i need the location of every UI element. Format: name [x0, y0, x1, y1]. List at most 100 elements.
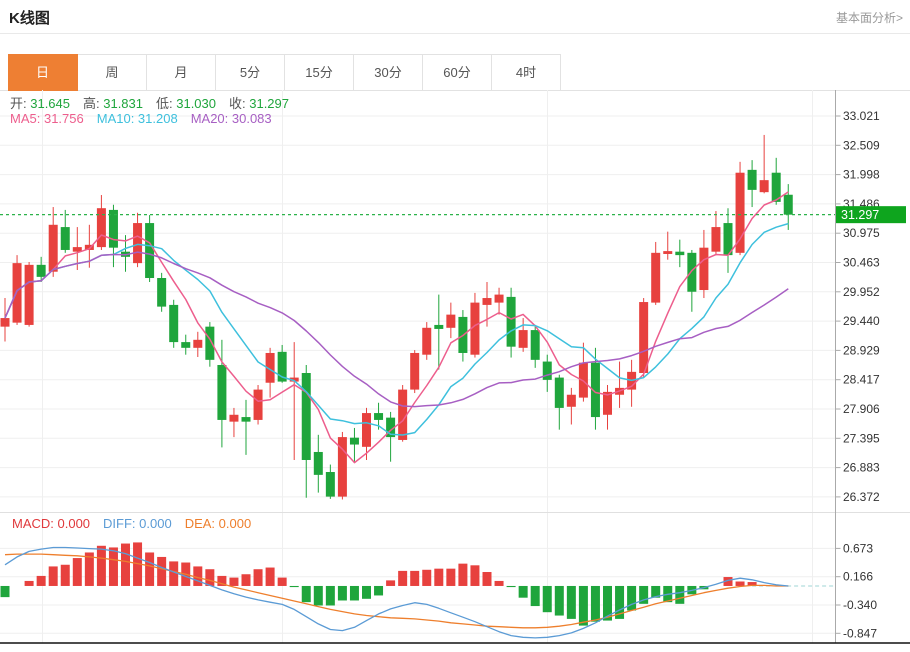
macd-bar [458, 563, 468, 586]
candle-body [410, 352, 420, 390]
candle-body [265, 352, 275, 383]
macd-item-1: DIFF: 0.000 [103, 516, 172, 531]
ohlc-item-1: 高: 31.831 [83, 96, 143, 111]
kline-chart[interactable]: 33.02132.50931.99831.48630.97530.46329.9… [0, 90, 910, 652]
candle-body [675, 251, 685, 256]
candle-body [699, 247, 709, 291]
candle-body [759, 180, 769, 193]
candle-body [494, 294, 504, 303]
macd-bar [410, 570, 420, 586]
tab-timeframe-6[interactable]: 60分 [423, 55, 492, 90]
timeframe-tabbar: 日周月 5分 15分 30分 60分 4时 [0, 54, 910, 91]
macd-bar [603, 585, 612, 621]
macd-bar [349, 585, 359, 601]
ma5-line [4, 191, 789, 464]
candle-body [241, 417, 251, 422]
macd-bar [157, 556, 167, 586]
ma10-line [4, 222, 789, 436]
page-title: K线图 [9, 10, 50, 27]
macd-bar [289, 585, 299, 588]
macd-bar [735, 581, 745, 586]
macd-bar [121, 543, 130, 586]
macd-bar [0, 585, 10, 598]
tab-timeframe-1[interactable]: 周 [78, 55, 147, 90]
candle-body [506, 296, 516, 347]
tab-timeframe-5[interactable]: 30分 [354, 55, 423, 90]
candle-body [325, 472, 335, 497]
candle-body [289, 377, 299, 382]
svg-text:27.906: 27.906 [843, 402, 880, 416]
candle-body [48, 224, 58, 272]
candle-body [687, 252, 697, 292]
tab-timeframe-0[interactable]: 日 [8, 54, 78, 91]
macd-bar [313, 585, 323, 606]
tab-timeframe-2[interactable]: 月 [147, 55, 216, 90]
candle-body [590, 362, 600, 418]
macd-bar [36, 575, 46, 586]
svg-text:32.509: 32.509 [843, 138, 880, 152]
candle-body [554, 377, 564, 408]
macd-bar [554, 585, 564, 616]
ohlc-item-2: 低: 31.030 [156, 96, 216, 111]
fundamental-analysis-link[interactable]: 基本面分析> [835, 11, 903, 25]
ohlc-legend: 开: 31.645 高: 31.831 低: 31.030 收: 31.297 [10, 93, 302, 112]
candle-body [313, 451, 323, 475]
candle-body [446, 314, 456, 328]
macd-bar [627, 585, 637, 611]
candle-body [108, 209, 118, 248]
tab-timeframe-7[interactable]: 4时 [492, 55, 561, 90]
macd-bar [518, 585, 528, 598]
macd-legend: MACD: 0.000 DIFF: 0.000 DEA: 0.000 [12, 516, 264, 531]
candle-body [362, 413, 371, 447]
candle-body [603, 391, 612, 415]
macd-bar [578, 585, 588, 626]
macd-bar [615, 585, 625, 619]
page-header: K线图 基本面分析> [0, 0, 910, 34]
macd-bar [494, 580, 504, 586]
candle-body [229, 414, 239, 422]
macd-bar [241, 574, 251, 586]
candle-body [735, 172, 745, 253]
macd-bar [482, 572, 492, 586]
svg-text:30.975: 30.975 [843, 226, 880, 240]
svg-text:33.021: 33.021 [843, 109, 880, 123]
macd-bar [253, 569, 263, 586]
candle-body [723, 223, 733, 256]
candle-body [60, 227, 70, 250]
macd-bar [325, 585, 335, 606]
macd-bar [566, 585, 576, 619]
last-price-badge: 31.297 [836, 206, 906, 224]
candle-body [651, 252, 661, 303]
macd-bar [84, 552, 94, 586]
macd-bar [301, 585, 311, 603]
svg-text:26.372: 26.372 [843, 490, 880, 504]
timeframe-tabs: 日周月 5分 15分 30分 60分 4时 [8, 54, 561, 91]
candle-body [398, 389, 408, 440]
candle-body [566, 394, 576, 407]
svg-text:26.883: 26.883 [843, 461, 880, 475]
tab-timeframe-4[interactable]: 15分 [285, 55, 354, 90]
candle-body [205, 326, 215, 360]
dea-line [4, 553, 789, 629]
candle-body [96, 208, 106, 248]
candle-body [193, 339, 203, 348]
macd-bar [639, 585, 649, 604]
svg-text:28.929: 28.929 [843, 343, 880, 357]
macd-bar [337, 585, 347, 601]
macd-bar [60, 564, 70, 586]
tab-timeframe-3[interactable]: 5分 [216, 55, 285, 90]
candle-body [0, 318, 10, 327]
candle-body [72, 247, 82, 252]
candle-body [24, 264, 34, 325]
macd-bar [506, 585, 516, 588]
macd-bar [530, 585, 540, 607]
candle-body [337, 437, 347, 497]
macd-bar [374, 585, 384, 596]
candle-body [422, 327, 432, 355]
candle-body [145, 223, 155, 279]
candle-body [374, 413, 384, 420]
macd-bar [362, 585, 371, 599]
macd-bar [590, 585, 600, 622]
macd-bar [542, 585, 552, 613]
macd-bar [277, 577, 287, 586]
